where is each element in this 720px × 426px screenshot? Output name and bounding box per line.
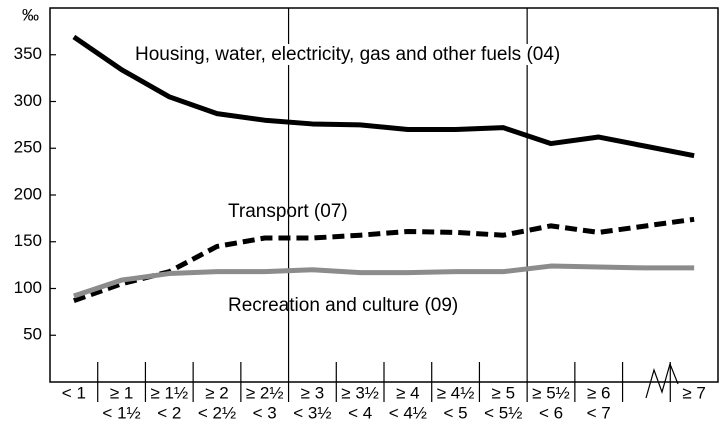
series-line — [72, 34, 695, 159]
x-tick-label: ≥ 5½ — [532, 383, 570, 402]
series-label: Recreation and culture (09) — [228, 295, 458, 316]
x-tick-label: ≥ 6 — [587, 383, 611, 402]
x-tick-label: ≥ 2 — [205, 383, 229, 402]
label-background — [129, 44, 567, 66]
x-tick-label: < 5 — [444, 403, 468, 422]
x-tick-label: < 1½ — [102, 403, 140, 422]
x-tick-label: ≥ 3 — [301, 383, 325, 402]
x-tick-label: < 5½ — [484, 403, 522, 422]
x-tick-label: < 1 — [62, 383, 86, 402]
x-tick-label: < 3½ — [293, 403, 331, 422]
x-tick-label: ≥ 5 — [492, 383, 516, 402]
x-tick-label: ≥ 2½ — [246, 383, 284, 402]
y-tick-label: 50 — [23, 325, 42, 344]
x-tick-label: ≥ 1 — [110, 383, 134, 402]
y-tick-label: 100 — [14, 278, 42, 297]
x-tick-label: < 7 — [587, 403, 611, 422]
x-tick-label: < 6 — [539, 403, 563, 422]
axis-break — [645, 362, 679, 399]
y-tick-label: 300 — [14, 91, 42, 110]
series-label: Housing, water, electricity, gas and oth… — [135, 44, 560, 65]
x-tick-label: ≥ 1½ — [150, 383, 188, 402]
series-line — [73, 263, 695, 299]
x-tick-label: < 4 — [348, 403, 372, 422]
x-tick-label: ≥ 4½ — [437, 383, 475, 402]
x-tick-label: < 2½ — [198, 403, 236, 422]
y-tick-label: 150 — [14, 231, 42, 250]
y-tick-label: 350 — [14, 44, 42, 63]
x-tick-label: < 2 — [157, 403, 181, 422]
x-tick-label: < 3 — [253, 403, 277, 422]
x-tick-label: < 4½ — [389, 403, 427, 422]
series-label: Transport (07) — [228, 201, 348, 222]
x-tick-label: ≥ 7 — [682, 383, 706, 402]
y-tick-label: 200 — [14, 184, 42, 203]
x-tick-label: ≥ 3½ — [341, 383, 379, 402]
y-axis-label: ‰ — [22, 5, 39, 24]
x-tick-label: ≥ 4 — [396, 383, 420, 402]
y-tick-label: 250 — [14, 138, 42, 157]
series-line — [73, 216, 695, 304]
